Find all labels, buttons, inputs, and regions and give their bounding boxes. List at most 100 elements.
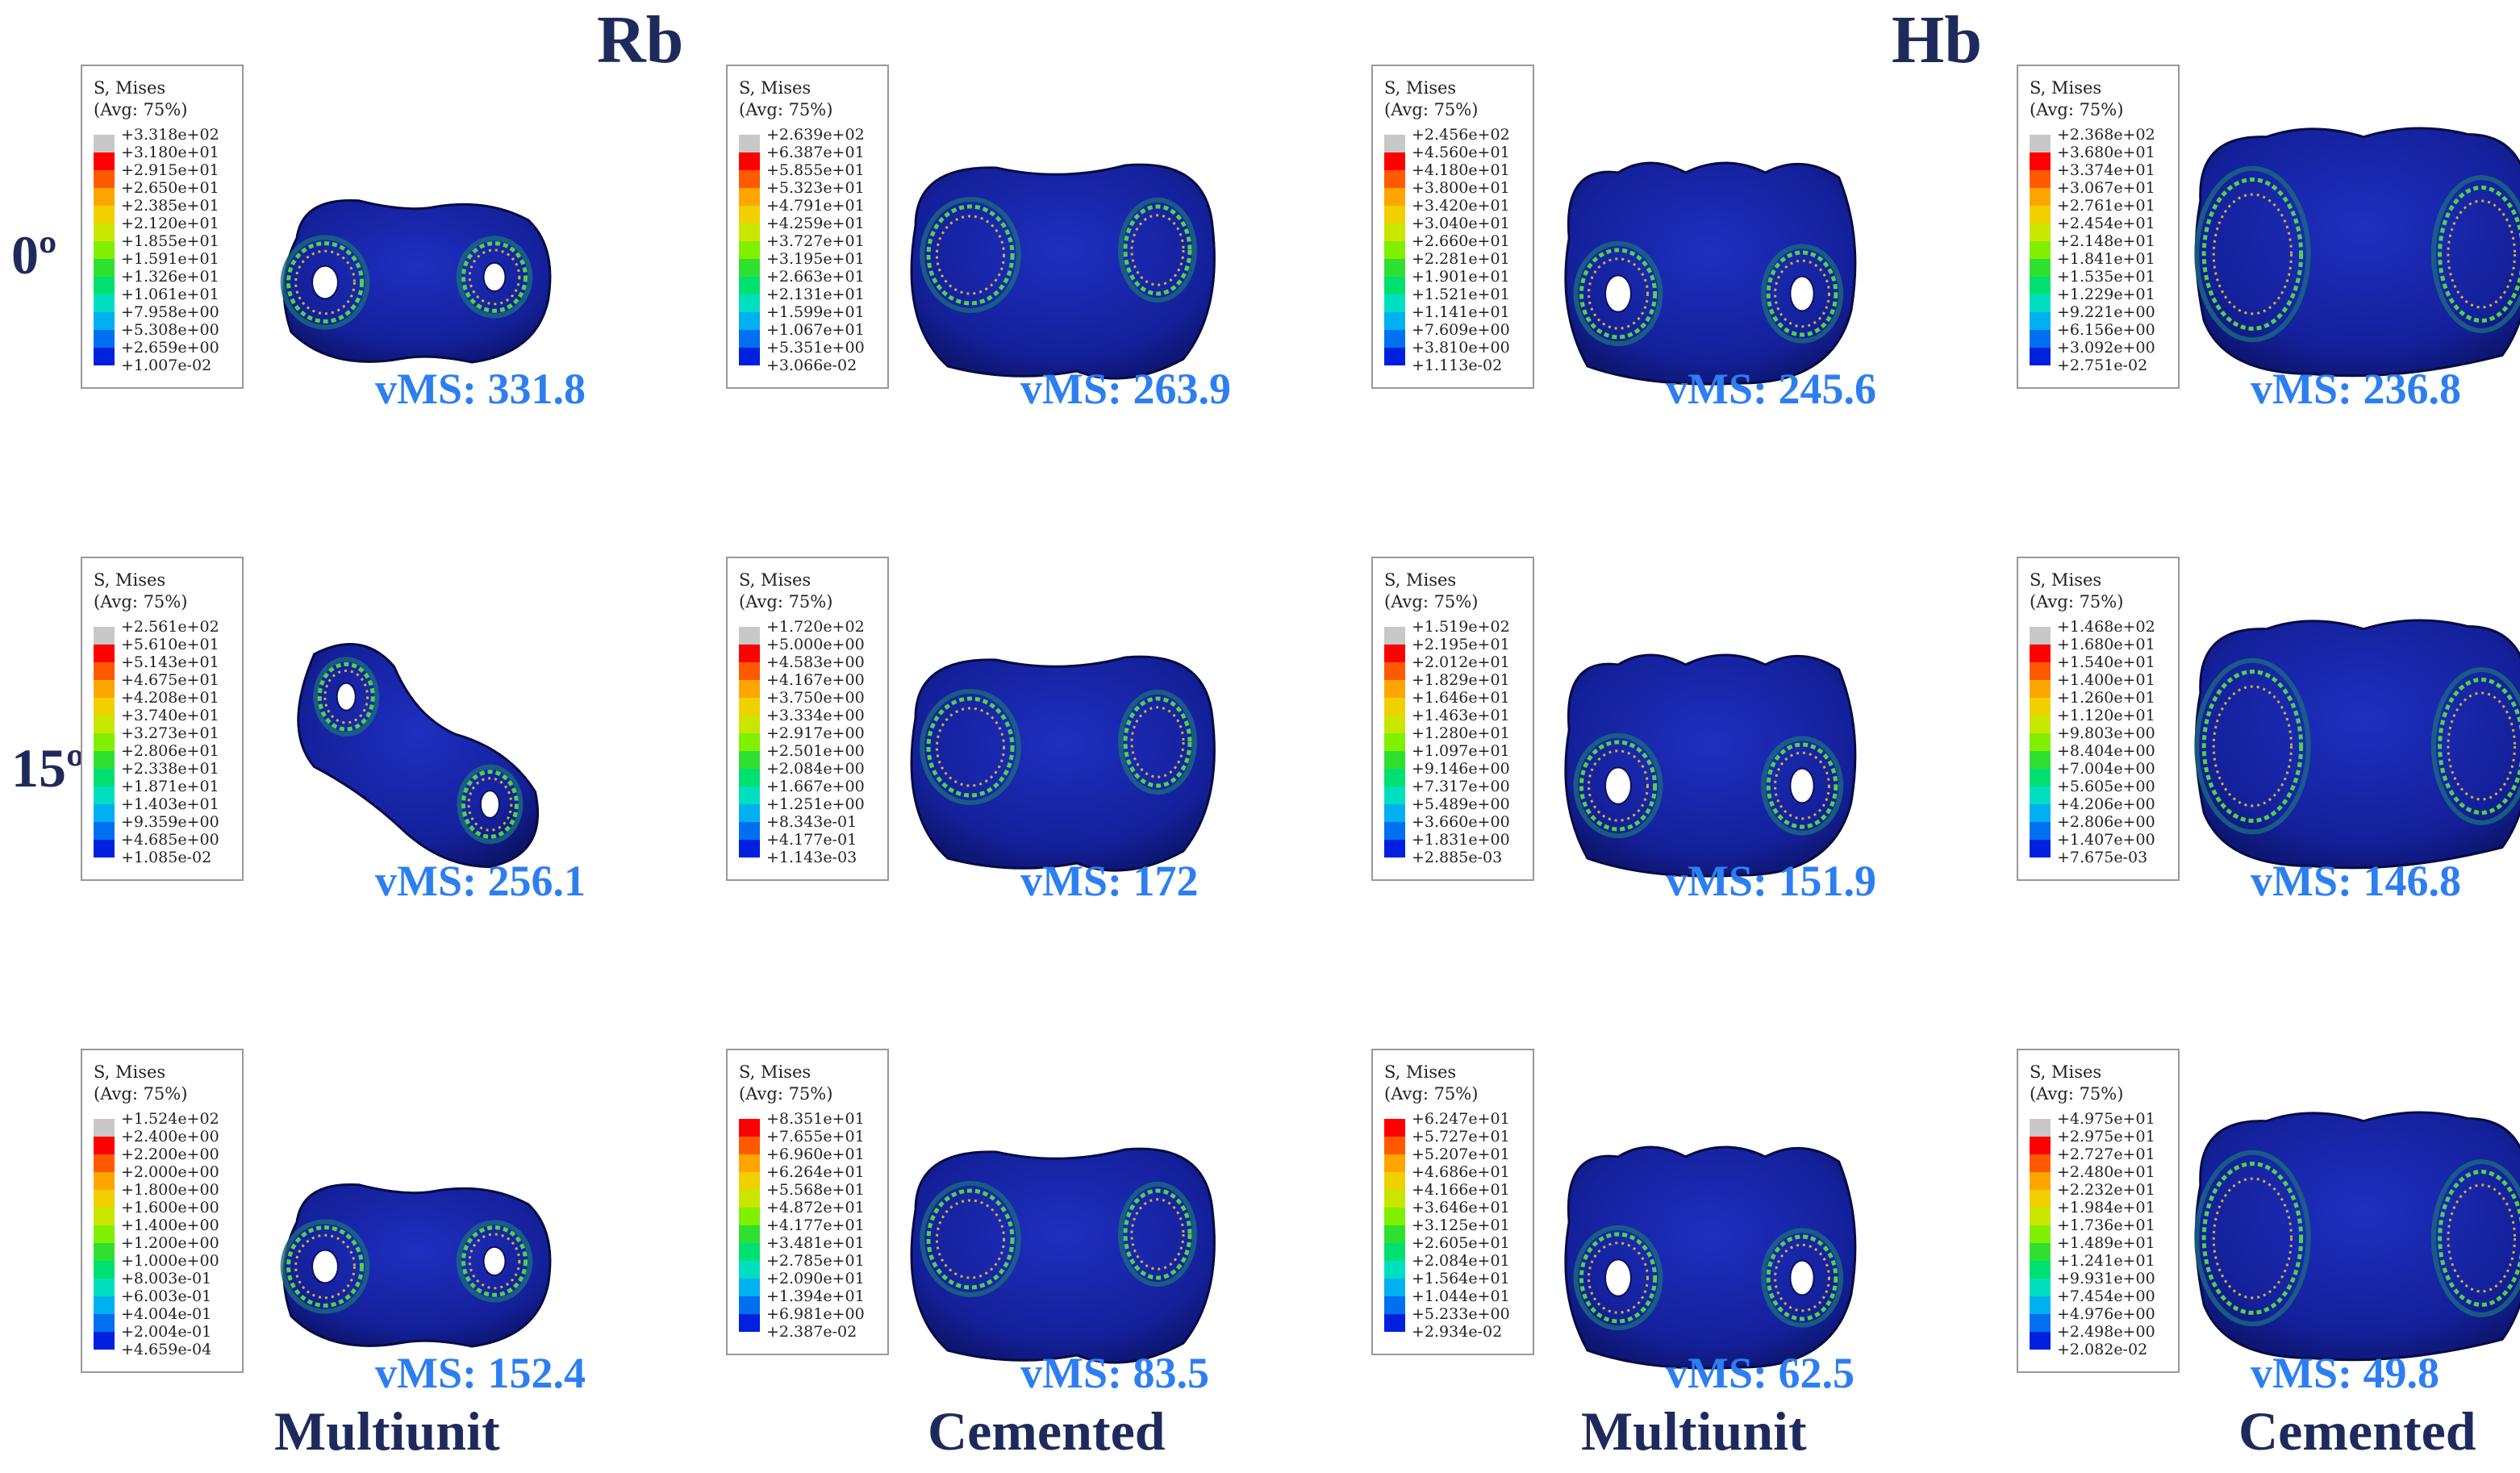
- stress-ring-outer: [280, 1219, 370, 1314]
- column-label-rb-multiunit: Multiunit: [274, 1400, 500, 1462]
- legend-swatch: [1384, 1137, 1405, 1154]
- implant-model: [910, 163, 1216, 380]
- legend-value: +1.535e+01: [2057, 268, 2155, 286]
- stress-ring-inner: [1774, 259, 1830, 328]
- stress-ring: [926, 1188, 1015, 1290]
- legend-value: +1.280e+01: [1412, 724, 1510, 742]
- legend-value: +9.359e+00: [121, 813, 219, 831]
- legend-value: +9.221e+00: [2057, 303, 2155, 321]
- legend-swatch: [94, 1119, 115, 1137]
- legend-swatch: [739, 733, 760, 751]
- legend-value: +4.659e-04: [121, 1341, 212, 1358]
- stress-ring-outer: [1573, 240, 1663, 347]
- legend-swatch: [94, 348, 115, 365]
- implant-body: [1564, 161, 1857, 386]
- legend-value: +3.067e+01: [2057, 179, 2155, 197]
- legend-value: +2.082e-02: [2057, 1341, 2148, 1358]
- legend-value: +4.166e+01: [1412, 1181, 1510, 1199]
- legend-swatch: [1384, 1296, 1405, 1314]
- implant-model: [1564, 653, 1857, 878]
- legend-value: +6.981e+00: [766, 1305, 865, 1323]
- implant-model: [910, 655, 1216, 872]
- legend-value: +1.599e+01: [766, 303, 865, 321]
- legend-value: +1.229e+01: [2057, 286, 2155, 303]
- screw-hole: [1789, 275, 1815, 312]
- legend-swatch: [739, 1296, 760, 1314]
- legend-swatch: [2030, 259, 2051, 277]
- legend-title: S, Mises: [94, 78, 166, 98]
- legend-swatch: [2030, 294, 2051, 312]
- legend-value: +4.685e+00: [121, 831, 219, 849]
- legend-swatch: [2030, 135, 2051, 152]
- legend-swatch: [2030, 1279, 2051, 1296]
- legend-title: S, Mises: [2030, 78, 2102, 98]
- legend-value: +4.206e+00: [2057, 795, 2155, 813]
- legend-value: +1.260e+01: [2057, 689, 2155, 707]
- legend-value: +2.012e+01: [1412, 653, 1510, 671]
- row-label-15deg: 15º: [11, 737, 85, 799]
- legend-title: S, Mises: [2030, 570, 2102, 590]
- legend-swatch: [94, 1172, 115, 1190]
- legend-value: +1.061e+01: [121, 286, 219, 303]
- stress-legend: S, Mises (Avg: 75%) +1.519e+02 +2.195e+01 +2…: [1371, 557, 1534, 881]
- implant-body: [2194, 1111, 2520, 1362]
- legend-scale: +4.975e+01 +2.975e+01 +2.727e+01 +2.480e+01…: [2030, 1110, 2167, 1362]
- legend-value: +2.659e+00: [121, 339, 219, 357]
- legend-swatch: [1384, 170, 1405, 188]
- vms-value: vMS: 245.6: [1666, 365, 1876, 413]
- screw-hole: [1604, 274, 1632, 313]
- panel-hb-mu-3: S, Mises (Avg: 75%) +6.247e+01 +5.727e+01 +5…: [1371, 1049, 2001, 1428]
- legend-swatch: [94, 152, 115, 170]
- stress-ring: [286, 1225, 364, 1308]
- legend-swatch: [94, 1154, 115, 1172]
- legend-swatch: [94, 223, 115, 241]
- legend-value: +1.403e+01: [121, 795, 219, 813]
- legend-swatch: [1384, 259, 1405, 277]
- legend-swatch: [2030, 330, 2051, 348]
- screw-hole: [311, 265, 339, 300]
- legend-swatch: [1384, 822, 1405, 840]
- legend-subtitle: (Avg: 75%): [2030, 592, 2124, 611]
- legend-value: +1.097e+01: [1412, 742, 1510, 760]
- legend-swatch: [739, 840, 760, 858]
- legend-swatch: [94, 188, 115, 206]
- legend-swatch: [2030, 822, 2051, 840]
- legend-swatch: [94, 698, 115, 716]
- legend-value: +1.829e+01: [1412, 671, 1510, 689]
- legend-swatch: [1384, 330, 1405, 348]
- legend-value: +5.610e+01: [121, 636, 219, 653]
- stress-ring: [926, 204, 1015, 306]
- stress-ring: [1123, 1188, 1192, 1280]
- legend-value: +2.917e+00: [766, 724, 865, 742]
- stress-ring-inner: [2447, 691, 2516, 801]
- legend-value: +2.561e+02: [121, 618, 219, 636]
- legend-value: +2.663e+01: [766, 268, 865, 286]
- legend-value: +2.120e+01: [121, 215, 219, 232]
- stress-ring: [461, 1225, 528, 1297]
- legend-value: +1.326e+01: [121, 268, 219, 286]
- legend-value: +1.800e+00: [121, 1181, 219, 1199]
- legend-value: +3.750e+00: [766, 689, 865, 707]
- legend-value: +8.343e-01: [766, 813, 857, 831]
- implant-body: [910, 163, 1216, 380]
- legend-value: +3.195e+01: [766, 250, 865, 268]
- legend-swatch: [739, 241, 760, 259]
- legend-scale: +2.561e+02 +5.610e+01 +5.143e+01 +4.675e+01…: [94, 618, 231, 870]
- stress-legend: S, Mises (Avg: 75%) +2.639e+02 +6.387e+01 +5…: [726, 65, 889, 389]
- header-hb: Hb: [1892, 2, 1983, 77]
- legend-value: +4.259e+01: [766, 215, 865, 232]
- panel-rb-mu-0: S, Mises (Avg: 75%) +3.318e+02 +3.180e+01 +2…: [81, 65, 710, 444]
- legend-value: +2.761e+01: [2057, 197, 2155, 215]
- implant-model: [910, 1147, 1216, 1364]
- legend-value: +9.931e+00: [2057, 1270, 2155, 1287]
- legend-value: +6.960e+01: [766, 1145, 865, 1163]
- legend-value: +2.501e+00: [766, 742, 865, 760]
- screw-hole: [1789, 1259, 1815, 1296]
- legend-value: +2.885e-03: [1412, 849, 1503, 866]
- legend-swatch: [739, 698, 760, 716]
- screw-hole: [1789, 767, 1815, 804]
- legend-swatch: [1384, 152, 1405, 170]
- legend-swatch: [2030, 152, 2051, 170]
- stress-ring-inner: [1130, 214, 1185, 286]
- stress-ring-outer: [1118, 1181, 1197, 1287]
